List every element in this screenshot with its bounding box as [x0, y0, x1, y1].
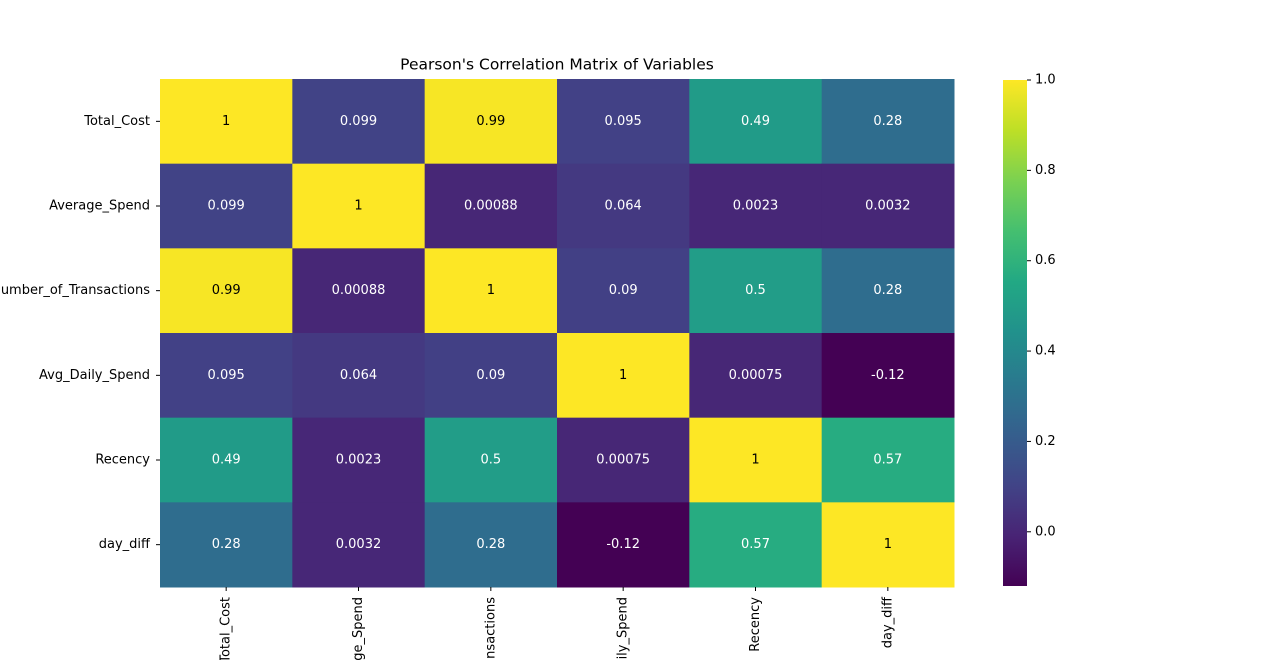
cell-label: -0.12 [871, 368, 905, 383]
heatmap-cell [292, 333, 426, 419]
heatmap-cell [821, 79, 955, 165]
cell-label: 0.095 [208, 368, 245, 383]
heatmap-cell [424, 248, 558, 334]
heatmap-cell [424, 417, 558, 503]
heatmap-cell [821, 248, 955, 334]
cell-label: 0.49 [741, 114, 770, 129]
heatmap-cell [424, 502, 558, 588]
heatmap-cell [557, 502, 690, 588]
cell-label: 0.28 [873, 114, 902, 129]
heatmap-cell [557, 163, 690, 249]
cell-label: 1 [222, 114, 230, 129]
x-tick-label: Total_Cost [219, 597, 234, 660]
x-tick-label: Avg_Daily_Spend [616, 597, 631, 660]
cell-label: 1 [354, 199, 362, 214]
cell-label: 0.099 [340, 114, 377, 129]
y-tick-label: Avg_Daily_Spend [39, 368, 150, 383]
heatmap-cell [424, 333, 558, 419]
y-tick-label: Total_Cost [83, 114, 150, 129]
cell-label: 0.00075 [596, 453, 650, 468]
heatmap-cell [160, 79, 293, 165]
colorbar-tick-label: 1.0 [1035, 73, 1056, 88]
heatmap-cell [424, 79, 558, 165]
cell-label: 1 [487, 283, 495, 298]
heatmap-cell [557, 248, 690, 334]
colorbar-tick-label: 0.4 [1035, 344, 1056, 359]
y-tick-label: Number_of_Transactions [0, 283, 150, 298]
heatmap-cell [557, 79, 690, 165]
cell-label: 0.0023 [336, 453, 382, 468]
heatmap-cell [689, 417, 823, 503]
heatmap-cell [689, 333, 823, 419]
x-tick-label: Number_of_Transactions [483, 597, 498, 660]
heatmap-cell [292, 248, 426, 334]
cell-label: 0.28 [476, 537, 505, 552]
cell-label: 0.09 [476, 368, 505, 383]
cell-label: 0.064 [605, 199, 642, 214]
cell-label: 0.28 [873, 283, 902, 298]
cell-label: 0.09 [609, 283, 638, 298]
colorbar-tick-label: 0.2 [1035, 434, 1056, 449]
cell-label: 0.57 [741, 537, 770, 552]
x-tick-label: Recency [748, 597, 763, 652]
cell-label: 0.28 [212, 537, 241, 552]
colorbar-tick-label: 0.6 [1035, 253, 1056, 268]
cell-label: 0.57 [873, 453, 902, 468]
heatmap-cell [292, 79, 426, 165]
cell-label: 1 [884, 537, 892, 552]
heatmap-cell [821, 163, 955, 249]
cell-label: 0.0032 [865, 199, 911, 214]
colorbar [1003, 80, 1027, 586]
cell-label: 0.00075 [729, 368, 783, 383]
heatmap-cell [292, 163, 426, 249]
heatmap-cell [160, 163, 293, 249]
colorbar-tick-label: 0.8 [1035, 163, 1056, 178]
cell-label: 1 [619, 368, 627, 383]
heatmap-cell [821, 333, 955, 419]
cell-label: 0.99 [476, 114, 505, 129]
cell-label: -0.12 [606, 537, 640, 552]
cell-label: 0.0023 [733, 199, 779, 214]
cell-label: 0.5 [480, 453, 501, 468]
chart-title: Pearson's Correlation Matrix of Variable… [400, 56, 714, 74]
cell-label: 0.099 [208, 199, 245, 214]
x-tick-label: Average_Spend [351, 597, 366, 660]
cell-label: 0.00088 [464, 199, 518, 214]
y-tick-label: day_diff [99, 537, 151, 552]
heatmap-cell [292, 417, 426, 503]
colorbar-tick-label: 0.0 [1035, 524, 1056, 539]
heatmap-cell [689, 502, 823, 588]
y-tick-label: Recency [95, 453, 150, 468]
heatmap-cell [689, 163, 823, 249]
heatmap-cell [424, 163, 558, 249]
heatmap-cell [821, 417, 955, 503]
heatmap-cell [160, 417, 293, 503]
heatmap-cell [689, 79, 823, 165]
heatmap-cell [292, 502, 426, 588]
heatmap-cell [160, 502, 293, 588]
heatmap-cell [557, 333, 690, 419]
heatmap-cell [160, 333, 293, 419]
cell-label: 1 [751, 453, 759, 468]
cell-label: 0.095 [605, 114, 642, 129]
cell-label: 0.99 [212, 283, 241, 298]
x-tick-label: day_diff [880, 596, 895, 648]
cell-label: 0.49 [212, 453, 241, 468]
cell-label: 0.5 [745, 283, 766, 298]
cell-label: 0.00088 [332, 283, 386, 298]
heatmap-cell [160, 248, 293, 334]
y-tick-label: Average_Spend [49, 199, 150, 214]
cell-label: 0.0032 [336, 537, 382, 552]
heatmap-cell [557, 417, 690, 503]
heatmap-cell [821, 502, 955, 588]
cell-label: 0.064 [340, 368, 377, 383]
heatmap-cell [689, 248, 823, 334]
